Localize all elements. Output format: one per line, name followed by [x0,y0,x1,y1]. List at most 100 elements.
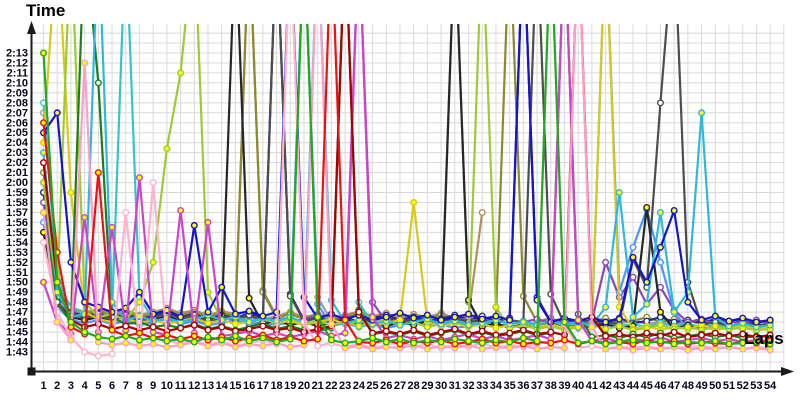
data-point-marker [163,331,171,339]
tick-labels: 1:431:441:451:461:471:481:491:501:511:52… [6,47,777,392]
data-point-marker [245,294,253,302]
data-point-marker [67,336,75,344]
series-line [42,24,771,326]
data-point-marker [656,345,664,353]
y-tick-label: 1:56 [6,217,28,229]
data-point-marker [135,329,143,337]
data-point-marker [547,328,555,336]
x-tick-label: 38 [545,380,557,392]
y-tick-label: 1:48 [6,297,28,309]
data-point-marker [81,213,89,221]
data-point-marker [711,329,719,337]
data-point-marker [615,330,623,338]
data-point-marker [560,344,568,352]
data-point-marker [588,337,596,345]
data-point-marker [327,336,335,344]
data-point-marker [177,341,185,349]
data-point-marker [656,208,664,216]
data-point-marker [396,309,404,317]
data-point-marker [122,322,130,330]
y-axis-title: Time [26,1,66,20]
data-point-marker [725,317,733,325]
x-tick-label: 44 [627,380,640,392]
data-point-marker [423,336,431,344]
data-point-marker [369,334,377,342]
data-point-marker [410,314,418,322]
y-tick-label: 2:13 [6,47,28,59]
y-tick-label: 1:58 [6,197,28,209]
x-tick-label: 17 [257,380,269,392]
data-point-marker [94,352,102,360]
data-point-marker [478,339,486,347]
data-point-marker [615,322,623,330]
x-tick-label: 4 [82,380,89,392]
data-point-marker [177,335,185,343]
series-line [42,24,771,324]
data-point-marker [465,337,473,345]
data-point-marker [94,79,102,87]
x-tick-label: 29 [421,380,433,392]
data-point-marker [273,338,281,346]
data-point-marker [423,311,431,319]
data-point-marker [122,208,130,216]
series-line [42,24,771,332]
data-point-marker [629,336,637,344]
data-point-marker [492,336,500,344]
data-point-marker [163,337,171,345]
data-point-marker [519,318,527,326]
data-point-marker [40,208,48,216]
data-point-marker [656,337,664,345]
x-tick-label: 16 [243,380,255,392]
y-tick-label: 2:05 [6,127,28,139]
series-green [40,24,774,348]
data-point-marker [739,314,747,322]
data-point-marker [135,336,143,344]
data-point-marker [245,325,253,333]
data-point-marker [506,329,514,337]
y-tick-label: 2:12 [6,57,28,69]
data-point-marker [67,318,75,326]
series-turquoise [40,24,774,331]
data-point-marker [314,342,322,350]
x-tick-label: 7 [123,380,129,392]
x-tick-label: 47 [668,380,680,392]
data-point-marker [643,203,651,211]
x-tick-label: 51 [723,380,735,392]
data-point-marker [40,278,48,286]
x-tick-label: 11 [175,380,187,392]
data-point-marker [519,334,527,342]
data-point-marker [231,310,239,318]
data-point-marker [190,332,198,340]
y-tick-label: 1:51 [6,267,28,279]
x-tick-label: 20 [298,380,310,392]
data-point-marker [629,273,637,281]
data-point-marker [259,312,267,320]
data-point-marker [478,345,486,353]
data-point-marker [259,322,267,330]
x-axis-title: Laps [744,329,784,348]
data-point-marker [602,258,610,266]
y-tick-label: 1:43 [6,347,28,359]
data-point-marker [478,315,486,323]
axis-origin-square [27,367,36,376]
data-point-marker [204,326,212,334]
data-point-marker [547,339,555,347]
data-point-marker [574,316,582,324]
data-point-marker [629,253,637,261]
data-point-marker [314,335,322,343]
data-point-marker [53,318,61,326]
y-tick-label: 1:53 [6,247,28,259]
data-point-marker [108,350,116,358]
data-point-marker [245,307,253,315]
series-darkgray [40,24,774,330]
x-tick-label: 23 [339,380,351,392]
x-tick-label: 18 [270,380,282,392]
data-point-marker [451,325,459,333]
data-point-marker [108,223,116,231]
y-tick-label: 2:02 [6,157,28,169]
series-black [40,24,774,334]
data-point-marker [355,337,363,345]
data-point-marker [135,174,143,182]
x-tick-label: 27 [394,380,406,392]
data-point-marker [615,338,623,346]
